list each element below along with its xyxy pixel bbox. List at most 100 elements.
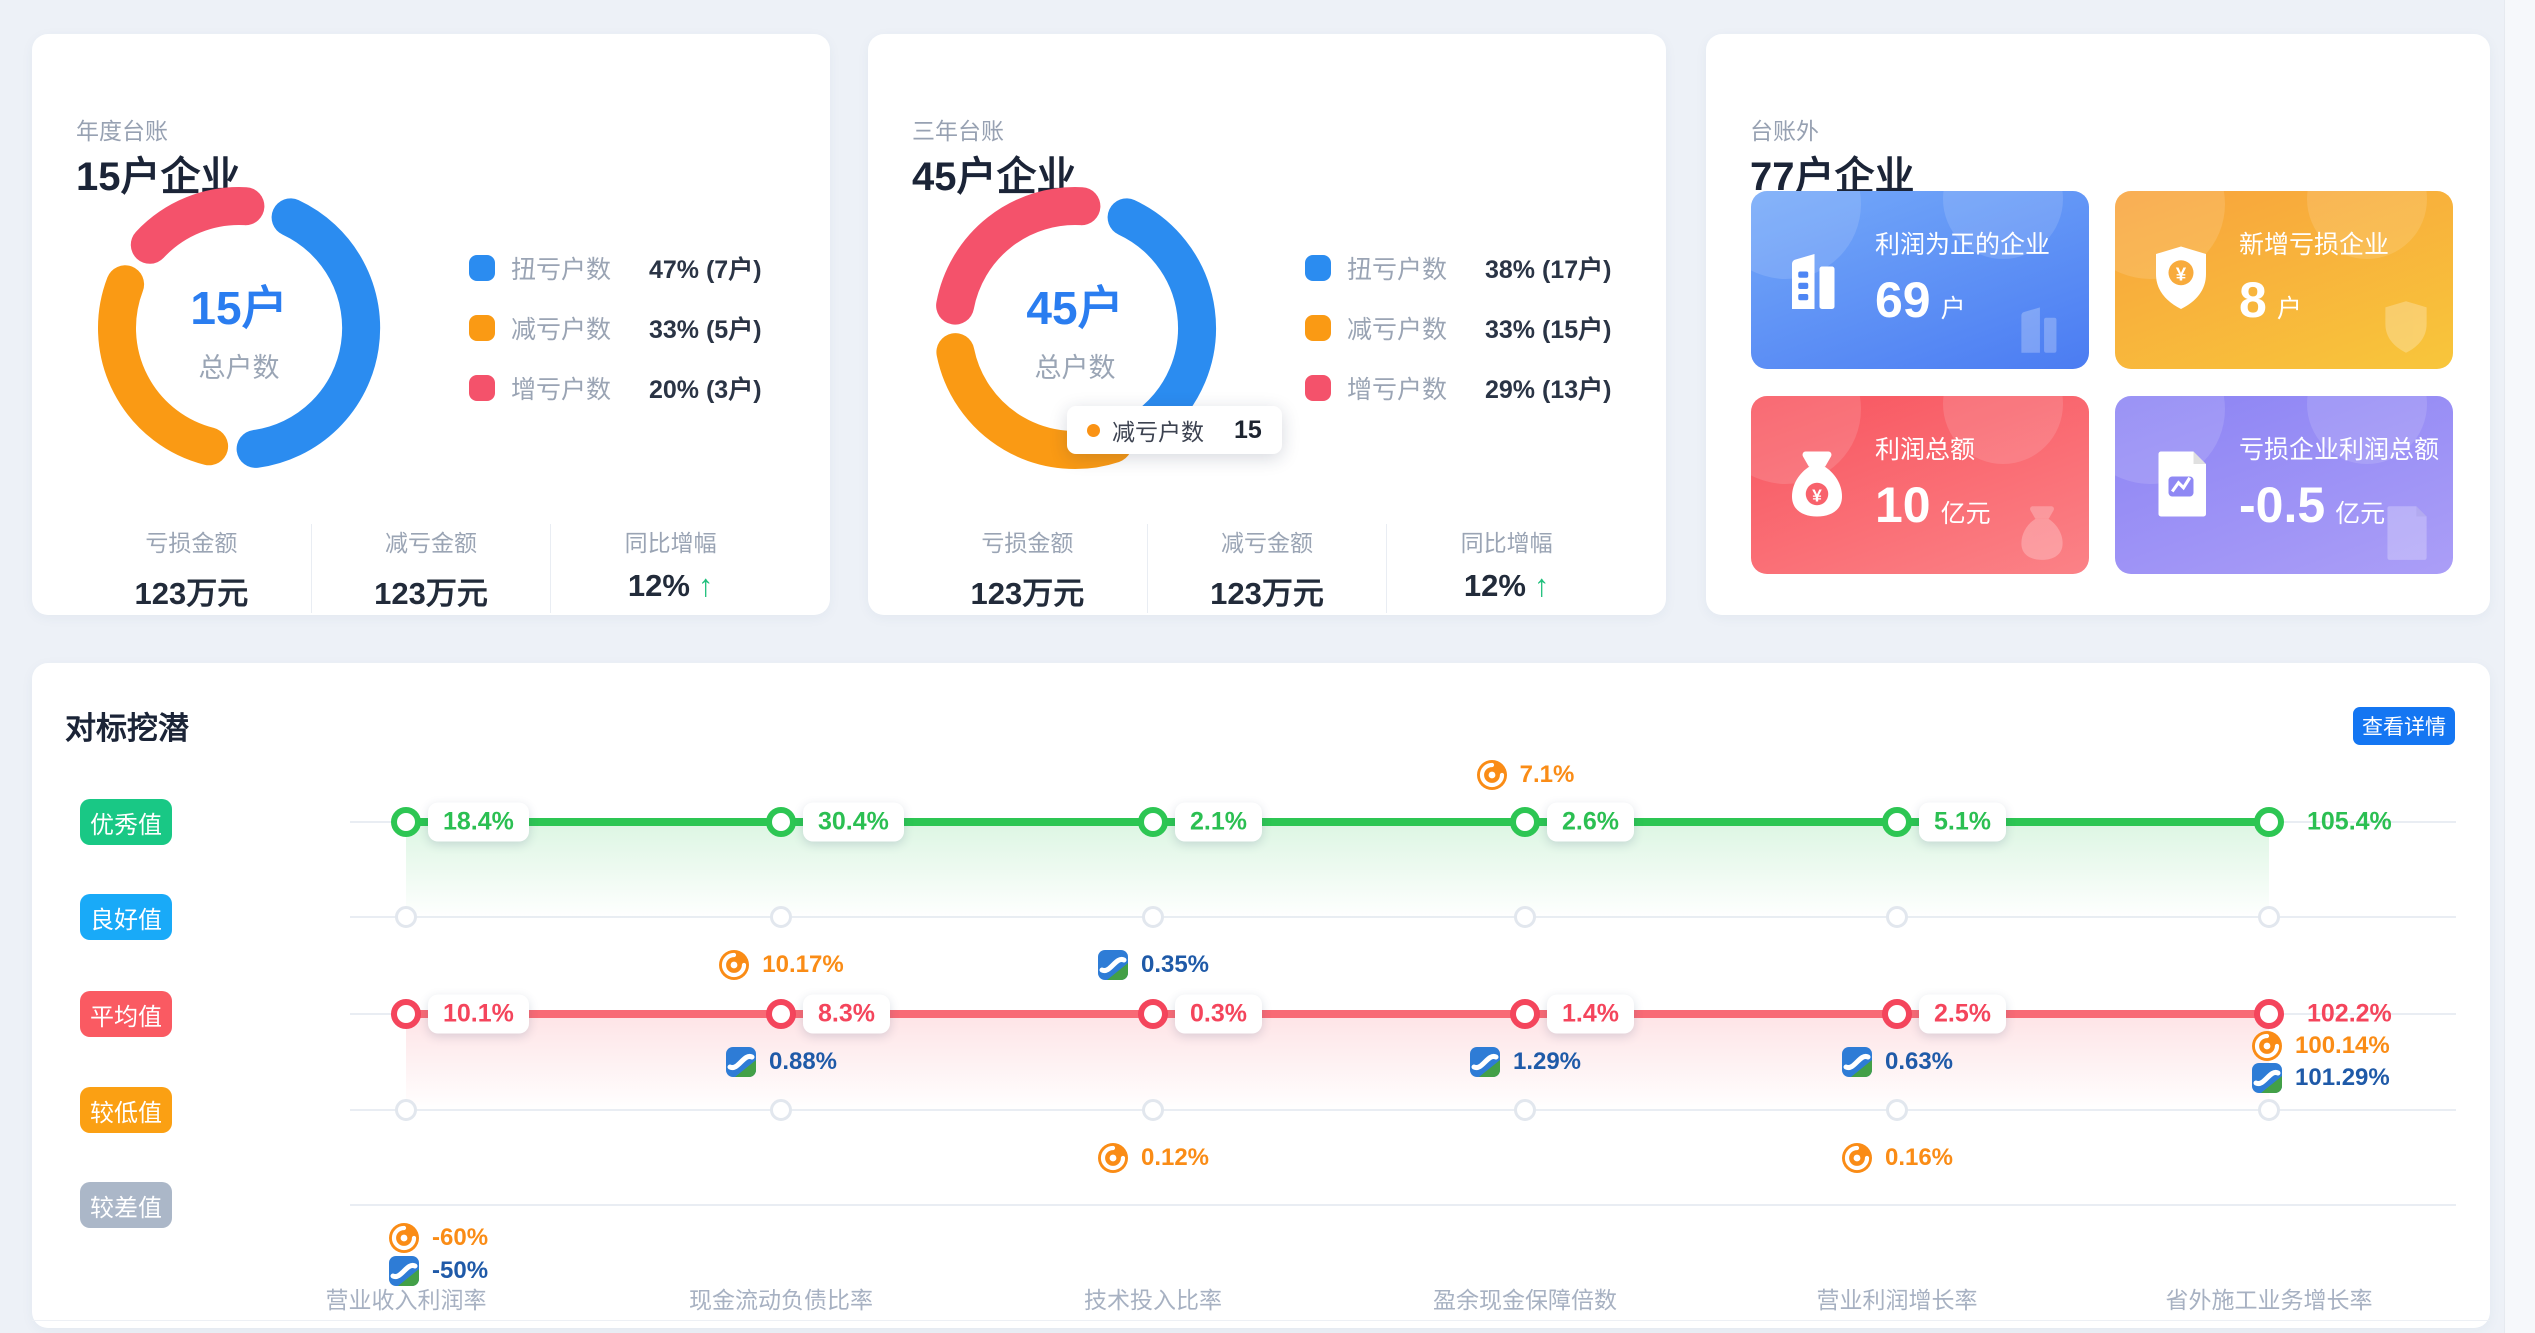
series-point[interactable] [2254,807,2284,837]
series-point[interactable] [1138,807,1168,837]
donut-segment[interactable] [98,265,229,466]
donut-segment[interactable] [130,187,265,264]
series-value-label: 5.1% [1919,802,2006,842]
guide-dot [1142,1099,1164,1121]
legend-value: 47% (7户) [649,256,762,284]
company-logo-blue-icon [1469,1046,1501,1078]
legend-item[interactable]: 减亏户数 33% (15户) [1305,315,1611,344]
series-point[interactable] [2254,999,2284,1029]
card-subtitle: 年度台账 [76,118,168,144]
donut-segment[interactable] [236,198,381,468]
legend-label: 增亏户数 [1347,376,1448,404]
benchmark-plot: 优秀值 良好值 平均值 较低值 较差值 营业收入利润率 现金流动负债比率 技术投入比率 盈余现金… [32,663,2490,1328]
logo-marker: -60% [388,1222,488,1254]
logo-marker: 100.14% [2251,1030,2390,1062]
series-point[interactable] [1882,999,1912,1029]
logo-marker-value: 0.35% [1140,951,1210,978]
series-value-label: 30.4% [803,802,904,842]
stat-item: 减亏金额 123万元 [310,524,551,613]
logo-marker: 101.29% [2251,1062,2390,1094]
row-pill-2: 平均值 [80,991,172,1037]
company-logo-blue-icon [725,1046,757,1078]
annual-ledger-card: 年度台账 15户企业 15户 总户数 扭亏户数 47% (7户) 减亏户数 33% (… [32,34,830,615]
stat-item: 亏损金额 123万元 [908,524,1147,613]
legend-item[interactable]: 增亏户数 20% (3户) [469,375,762,404]
stat-item: 同比增幅 12% ↑ [1386,524,1626,613]
view-details-button[interactable]: 查看详情 [2353,707,2455,745]
company-logo-blue-icon [1841,1046,1873,1078]
company-logo-blue-icon [388,1255,420,1287]
stat-value: 12% ↑ [627,568,714,603]
series-point[interactable] [391,807,421,837]
legend-item[interactable]: 扭亏户数 38% (17户) [1305,255,1611,284]
series-point[interactable] [1138,999,1168,1029]
tile-text: 利润为正的企业 69 户 [1875,225,2050,329]
logo-marker: 10.17% [671,949,891,981]
guide-dot [395,1099,417,1121]
series-value-label: 8.3% [803,994,890,1034]
x-axis-label: 盈余现金保障倍数 [1433,1287,1617,1313]
guide-dot [1886,1099,1908,1121]
logo-marker-value: -60% [432,1224,489,1251]
series-value-label: 0.3% [1175,994,1262,1034]
legend-label: 增亏户数 [511,376,612,404]
series-value-label: 2.6% [1547,802,1634,842]
legend-swatch [1305,375,1331,401]
document-chart-icon [2141,444,2221,524]
legend-swatch [1305,315,1331,341]
donut-segment[interactable] [1107,198,1216,441]
logo-marker-value: 101.29% [2295,1064,2390,1091]
section-title: 对标挖潜 [65,711,189,746]
building-icon [1777,239,1857,319]
stat-label: 同比增幅 [624,530,717,556]
legend-item[interactable]: 减亏户数 33% (5户) [469,315,762,344]
guide-line [350,1109,2456,1111]
stat-label: 减亏金额 [1221,530,1313,556]
tile-value: -0.5 亿元 [2239,477,2386,533]
guide-dot [395,906,417,928]
scrollbar-track[interactable] [2504,0,2535,1333]
series-point[interactable] [1510,999,1540,1029]
card-stats: 亏损金额 123万元 减亏金额 123万元 同比增幅 12% ↑ [72,524,790,613]
logo-marker: 0.63% [1787,1046,2007,1078]
legend-item[interactable]: 增亏户数 29% (13户) [1305,375,1611,404]
logo-marker-value: 0.63% [1884,1048,1954,1075]
company-logo-orange-icon [1841,1142,1873,1174]
row-pill-3: 较低值 [80,1087,172,1133]
logo-marker-value: 0.12% [1140,1144,1210,1171]
logo-marker-value: -50% [432,1257,489,1284]
series-value-label: 2.5% [1919,994,2006,1034]
tooltip-label: 减亏户数 [1112,419,1204,445]
benchmark-card: 对标挖潜 查看详情 优秀值 良好值 平均值 较低值 较差值 营业收入利润率 现金流动负债比率… [32,663,2490,1328]
company-logo-orange-icon [388,1222,420,1254]
legend-item[interactable]: 扭亏户数 47% (7户) [469,255,762,284]
stat-label: 亏损金额 [981,530,1074,556]
donut-legend: 扭亏户数 47% (7户) 减亏户数 33% (5户) 增亏户数 20% (3户) [469,255,762,435]
trend-up-icon: ↑ [697,568,714,603]
tooltip-value: 15 [1234,415,1262,444]
legend-swatch [469,315,495,341]
company-logo-orange-icon [1097,1142,1129,1174]
logo-marker: -50% [388,1255,488,1287]
stat-item: 亏损金额 123万元 [72,524,311,613]
building-icon-watermark [2009,295,2075,361]
series-point[interactable] [391,999,421,1029]
stat-label: 同比增幅 [1460,530,1553,556]
series-point[interactable] [766,999,796,1029]
stat-item: 同比增幅 12% ↑ [550,524,790,613]
document-chart-icon-watermark [2373,500,2439,566]
guide-dot [1142,906,1164,928]
donut-segment[interactable] [936,187,1101,325]
row-pill-1: 良好值 [80,894,172,940]
x-axis-label: 营业收入利润率 [325,1287,487,1313]
stat-label: 亏损金额 [145,530,238,556]
guide-dot [2258,1099,2280,1121]
series-value-label: 18.4% [428,802,529,842]
series-point[interactable] [766,807,796,837]
legend-swatch [1305,255,1331,281]
series-point[interactable] [1510,807,1540,837]
stat-item: 减亏金额 123万元 [1146,524,1387,613]
guide-dot [1514,906,1536,928]
logo-marker-value: 7.1% [1519,761,1575,788]
series-point[interactable] [1882,807,1912,837]
